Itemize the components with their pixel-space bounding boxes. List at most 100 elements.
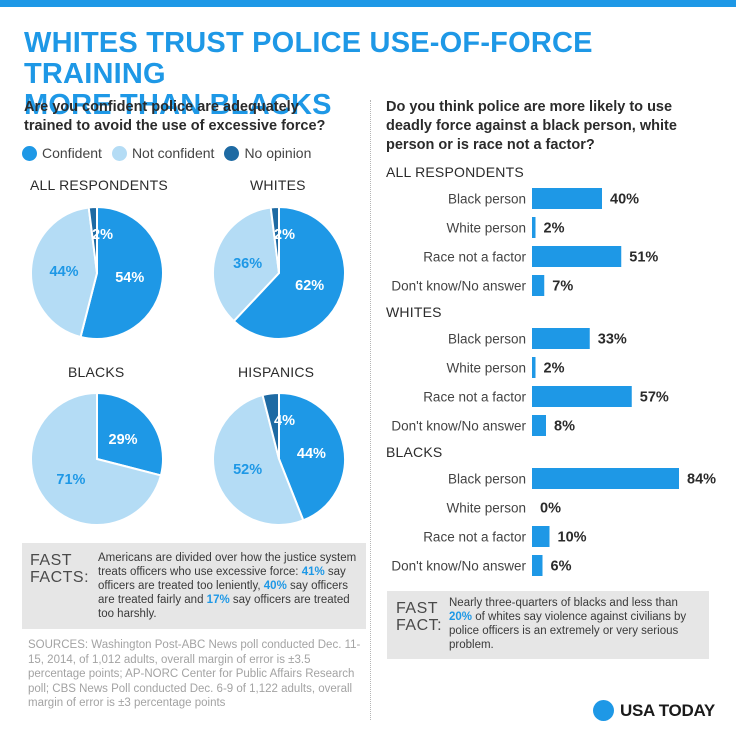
bar-value-label: 6%	[551, 559, 572, 575]
sources-note: SOURCES: Washington Post-ABC News poll c…	[28, 639, 361, 709]
usa-today-logo: USA TODAY	[593, 700, 715, 721]
pie-slice-confident	[232, 205, 346, 340]
bar-value-label: 7%	[552, 279, 573, 295]
pie-value-label-not-confident: 52%	[233, 462, 262, 478]
bar-value-label: 57%	[640, 390, 669, 406]
legend-label-no-opinion: No opinion	[244, 145, 312, 161]
right-question-line-1: Do you think police are more likely to u…	[386, 99, 673, 115]
fast-fact-label-line-2: FACT:	[396, 617, 443, 634]
bar-category-label: Race not a factor	[423, 390, 526, 405]
pie-title-whites: WHITES	[250, 177, 306, 193]
bar-value-label: 84%	[687, 472, 716, 488]
pie-slice-confident	[278, 391, 346, 522]
bar-value-label: 2%	[544, 221, 565, 237]
bar	[532, 386, 632, 407]
fast-facts-label-line-2: FACTS:	[30, 569, 90, 586]
pie-chart-blacks: 29% 71%	[30, 391, 164, 526]
fast-facts-highlight-40: 40%	[263, 580, 287, 592]
pie-chart-hispanics: 44% 52% 4%	[212, 391, 346, 526]
bar-category-label: White person	[446, 221, 526, 236]
legend-swatch-not-confident	[111, 145, 127, 161]
bar-category-label: Don't know/No answer	[391, 559, 526, 574]
title-line-1: WHITES TRUST POLICE USE-OF-FORCE TRAININ…	[24, 27, 593, 90]
bar-value-label: 8%	[554, 419, 575, 435]
bar-category-label: Race not a factor	[423, 250, 526, 265]
pie-slice-not-confident	[212, 206, 281, 323]
legend-item-not-confident: Not confident	[111, 145, 215, 161]
fast-fact-text-2: of whites say violence against civilians…	[449, 611, 687, 651]
fast-facts-text-4: say officers are treated too harshly.	[98, 594, 350, 620]
bar	[532, 217, 536, 238]
left-question-line-1: Are you confident police are adequately	[24, 99, 299, 115]
pie-legend: Confident Not confident No opinion	[22, 143, 362, 163]
legend-item-no-opinion: No opinion	[224, 145, 311, 161]
fast-facts-label-line-1: FAST	[30, 552, 73, 569]
left-question: Are you confident police are adequately …	[24, 98, 364, 136]
bar-category-label: White person	[446, 361, 526, 376]
pie-value-label-no-opinion: 2%	[274, 227, 295, 243]
fast-fact-label: FAST FACT:	[396, 600, 442, 634]
fast-facts-text-2: say officers are treated too leniently,	[98, 566, 346, 592]
pie-value-label-confident: 54%	[115, 270, 144, 286]
bar-category-label: White person	[446, 501, 526, 516]
bar-value-label: 0%	[540, 501, 561, 517]
fast-fact-label-line-1: FAST	[396, 600, 439, 617]
title-line-2: MORE THAN BLACKS	[24, 89, 332, 121]
bar	[532, 328, 590, 349]
bar-value-label: 2%	[544, 361, 565, 377]
usa-today-dot-icon	[593, 700, 614, 721]
bar-category-label: Race not a factor	[423, 530, 526, 545]
pie-chart-all-respondents: 54% 44% 2%	[30, 205, 164, 340]
fast-facts-highlight-17: 17%	[206, 594, 230, 606]
bar-value-label: 10%	[558, 530, 587, 546]
bar-value-label: 40%	[610, 192, 639, 208]
bar	[532, 357, 536, 378]
bar-value-label: 51%	[629, 250, 658, 266]
bar-group-title: BLACKS	[386, 444, 442, 460]
pie-title-all-respondents: ALL RESPONDENTS	[30, 177, 168, 193]
page-title: WHITES TRUST POLICE USE-OF-FORCE TRAININ…	[24, 28, 724, 121]
bar	[532, 468, 679, 489]
right-question-line-2: deadly force against a black person, whi…	[386, 118, 677, 134]
bar-category-label: Don't know/No answer	[391, 279, 526, 294]
fast-facts-highlight-41: 41%	[301, 566, 325, 578]
bar	[532, 188, 602, 209]
bar-chart-deadly-force: ALL RESPONDENTS Black person 40% White pers…	[386, 164, 716, 576]
pie-slice-confident	[79, 205, 164, 340]
bar-group-title: WHITES	[386, 304, 442, 320]
column-divider	[370, 100, 371, 720]
pie-title-blacks: BLACKS	[68, 364, 125, 380]
pie-slice-not-confident	[30, 391, 163, 526]
fast-facts-label: FAST FACTS:	[30, 552, 89, 586]
bar-category-label: Black person	[448, 332, 526, 347]
pie-value-label-confident: 29%	[109, 432, 138, 448]
pie-value-label-no-opinion: 2%	[92, 227, 113, 243]
fast-facts-text: Americans are divided over how the justi…	[98, 551, 360, 621]
legend-label-not-confident: Not confident	[131, 145, 215, 161]
legend-label-confident: Confident	[42, 145, 102, 161]
fast-fact-box-right: FAST FACT: Nearly three-quarters of blac…	[387, 591, 709, 659]
bar	[532, 555, 543, 576]
bar	[532, 526, 550, 547]
bar	[532, 415, 546, 436]
top-accent-bar	[0, 0, 736, 7]
fast-facts-box-left: FAST FACTS: Americans are divided over h…	[22, 543, 366, 629]
pie-value-label-confident: 44%	[297, 446, 326, 462]
pie-slice-not-confident	[212, 393, 305, 526]
pie-slice-confident	[96, 391, 164, 477]
fast-fact-text: Nearly three-quarters of blacks and less…	[449, 596, 703, 652]
fast-fact-highlight-20: 20%	[449, 611, 473, 623]
pie-value-label-not-confident: 71%	[56, 472, 85, 488]
bar	[532, 275, 545, 296]
pie-value-label-no-opinion: 4%	[274, 413, 295, 429]
right-question: Do you think police are more likely to u…	[386, 98, 726, 155]
pie-chart-whites: 62% 36% 2%	[212, 205, 346, 340]
pie-slice-no-opinion	[261, 391, 280, 460]
bar-category-label: Black person	[448, 192, 526, 207]
pie-slice-not-confident	[30, 206, 99, 339]
legend-swatch-confident	[22, 145, 37, 161]
brand-name: USA TODAY	[620, 700, 715, 720]
pie-value-label-not-confident: 36%	[233, 256, 262, 272]
legend-swatch-no-opinion	[224, 145, 240, 161]
fast-facts-text-1: Americans are divided over how the justi…	[98, 552, 357, 578]
